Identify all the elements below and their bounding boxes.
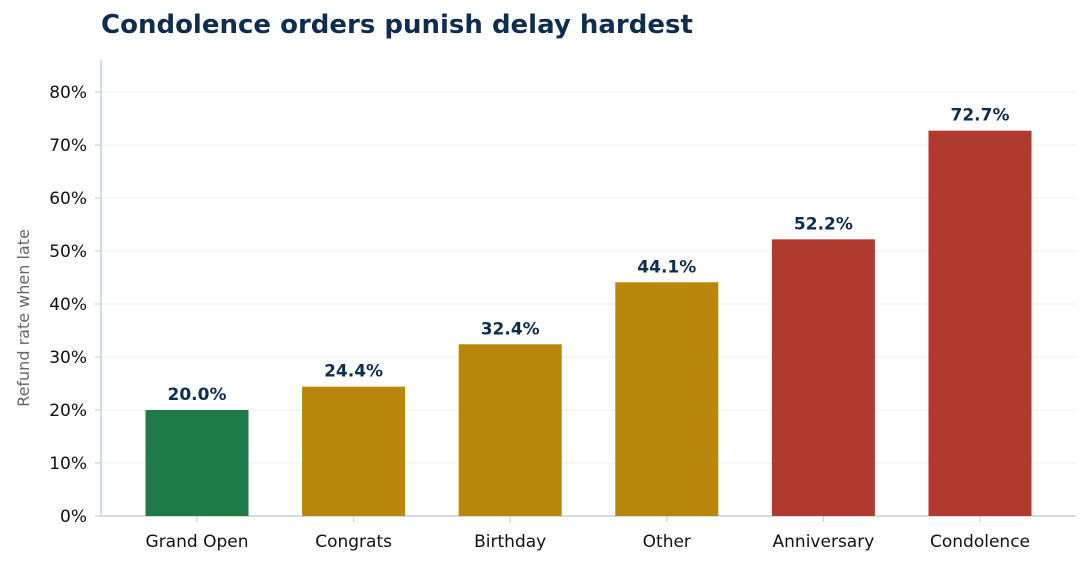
bars xyxy=(145,130,1032,516)
data-label: 52.2% xyxy=(794,214,853,234)
y-tick-label: 0% xyxy=(60,507,87,527)
data-label: 72.7% xyxy=(951,106,1010,126)
labels: 0% 10% 20% 30% 40% 50% 60% 70% 80% 20.0% Grand Ope… xyxy=(49,83,1030,552)
x-tick-label: Birthday xyxy=(474,532,546,552)
x-tick-label: Condolence xyxy=(930,532,1030,552)
x-tick-label: Other xyxy=(643,532,691,552)
y-tick-label: 60% xyxy=(49,189,87,209)
axes xyxy=(95,60,1076,522)
data-label: 32.4% xyxy=(481,319,540,339)
data-label: 44.1% xyxy=(637,257,696,277)
y-tick-label: 80% xyxy=(49,83,87,103)
gridlines xyxy=(101,91,1076,464)
data-label: 20.0% xyxy=(168,385,227,405)
y-tick-label: 30% xyxy=(49,348,87,368)
y-tick-label: 70% xyxy=(49,136,87,156)
bar xyxy=(615,282,719,516)
bar xyxy=(145,410,249,516)
bar xyxy=(928,130,1032,516)
bar xyxy=(302,386,406,516)
y-tick-label: 50% xyxy=(49,242,87,262)
bar xyxy=(771,239,875,516)
y-tick-label: 10% xyxy=(49,454,87,474)
y-tick-label: 20% xyxy=(49,401,87,421)
chart-title: Condolence orders punish delay hardest xyxy=(101,10,693,40)
x-tick-label: Grand Open xyxy=(146,532,249,552)
y-axis-title: Refund rate when late xyxy=(14,229,33,407)
data-label: 24.4% xyxy=(324,362,383,382)
x-tick-label: Congrats xyxy=(315,532,392,552)
y-tick-label: 40% xyxy=(49,295,87,315)
bar xyxy=(458,344,562,516)
x-tick-label: Anniversary xyxy=(773,532,875,552)
